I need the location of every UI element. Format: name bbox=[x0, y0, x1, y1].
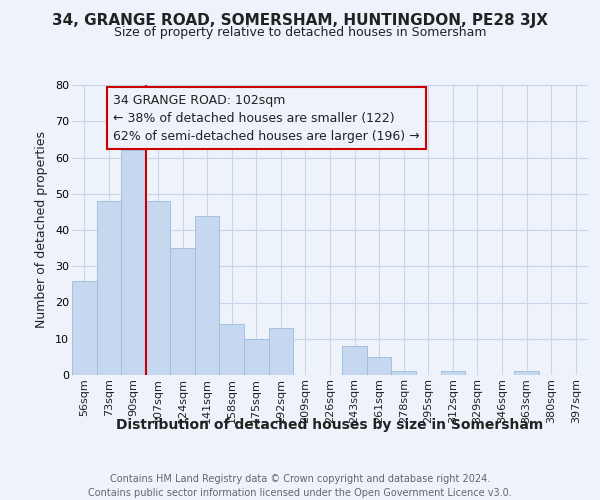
Bar bbox=[367, 357, 391, 375]
Text: Distribution of detached houses by size in Somersham: Distribution of detached houses by size … bbox=[116, 418, 544, 432]
Bar bbox=[170, 248, 195, 375]
Bar bbox=[195, 216, 220, 375]
Text: 34, GRANGE ROAD, SOMERSHAM, HUNTINGDON, PE28 3JX: 34, GRANGE ROAD, SOMERSHAM, HUNTINGDON, … bbox=[52, 12, 548, 28]
Y-axis label: Number of detached properties: Number of detached properties bbox=[35, 132, 48, 328]
Bar bbox=[146, 201, 170, 375]
Bar bbox=[220, 324, 244, 375]
Bar bbox=[391, 372, 416, 375]
Bar bbox=[440, 372, 465, 375]
Text: Contains HM Land Registry data © Crown copyright and database right 2024.
Contai: Contains HM Land Registry data © Crown c… bbox=[88, 474, 512, 498]
Bar bbox=[244, 339, 269, 375]
Bar bbox=[514, 372, 539, 375]
Text: Size of property relative to detached houses in Somersham: Size of property relative to detached ho… bbox=[114, 26, 486, 39]
Bar bbox=[121, 150, 146, 375]
Bar bbox=[72, 281, 97, 375]
Bar bbox=[97, 201, 121, 375]
Text: 34 GRANGE ROAD: 102sqm
← 38% of detached houses are smaller (122)
62% of semi-de: 34 GRANGE ROAD: 102sqm ← 38% of detached… bbox=[113, 94, 420, 142]
Bar bbox=[269, 328, 293, 375]
Bar bbox=[342, 346, 367, 375]
